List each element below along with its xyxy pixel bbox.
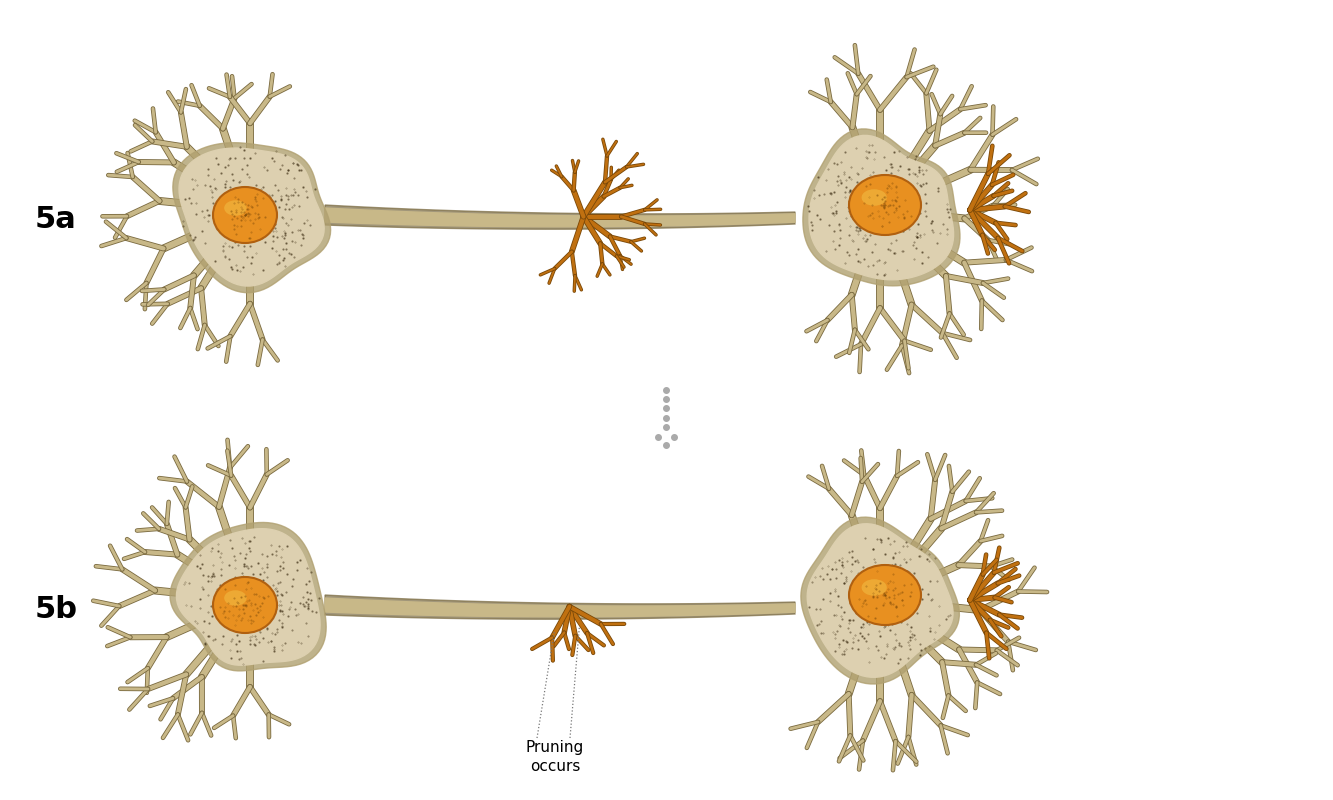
Polygon shape xyxy=(801,517,960,684)
Polygon shape xyxy=(325,595,794,619)
Text: 5a: 5a xyxy=(35,206,77,234)
Polygon shape xyxy=(325,598,794,617)
Ellipse shape xyxy=(213,577,277,633)
Polygon shape xyxy=(173,142,331,293)
Polygon shape xyxy=(171,522,327,671)
Ellipse shape xyxy=(849,175,921,235)
Polygon shape xyxy=(808,524,953,678)
Polygon shape xyxy=(325,205,794,230)
Text: Pruning
occurs: Pruning occurs xyxy=(527,740,584,774)
Ellipse shape xyxy=(224,200,247,216)
Ellipse shape xyxy=(849,565,921,625)
Ellipse shape xyxy=(213,187,277,243)
Ellipse shape xyxy=(224,590,247,606)
Polygon shape xyxy=(176,529,320,666)
Ellipse shape xyxy=(861,190,886,206)
Polygon shape xyxy=(802,129,960,286)
Text: 5b: 5b xyxy=(35,595,79,625)
Polygon shape xyxy=(179,148,324,286)
Polygon shape xyxy=(809,135,953,280)
Polygon shape xyxy=(325,208,794,227)
Ellipse shape xyxy=(861,579,886,596)
